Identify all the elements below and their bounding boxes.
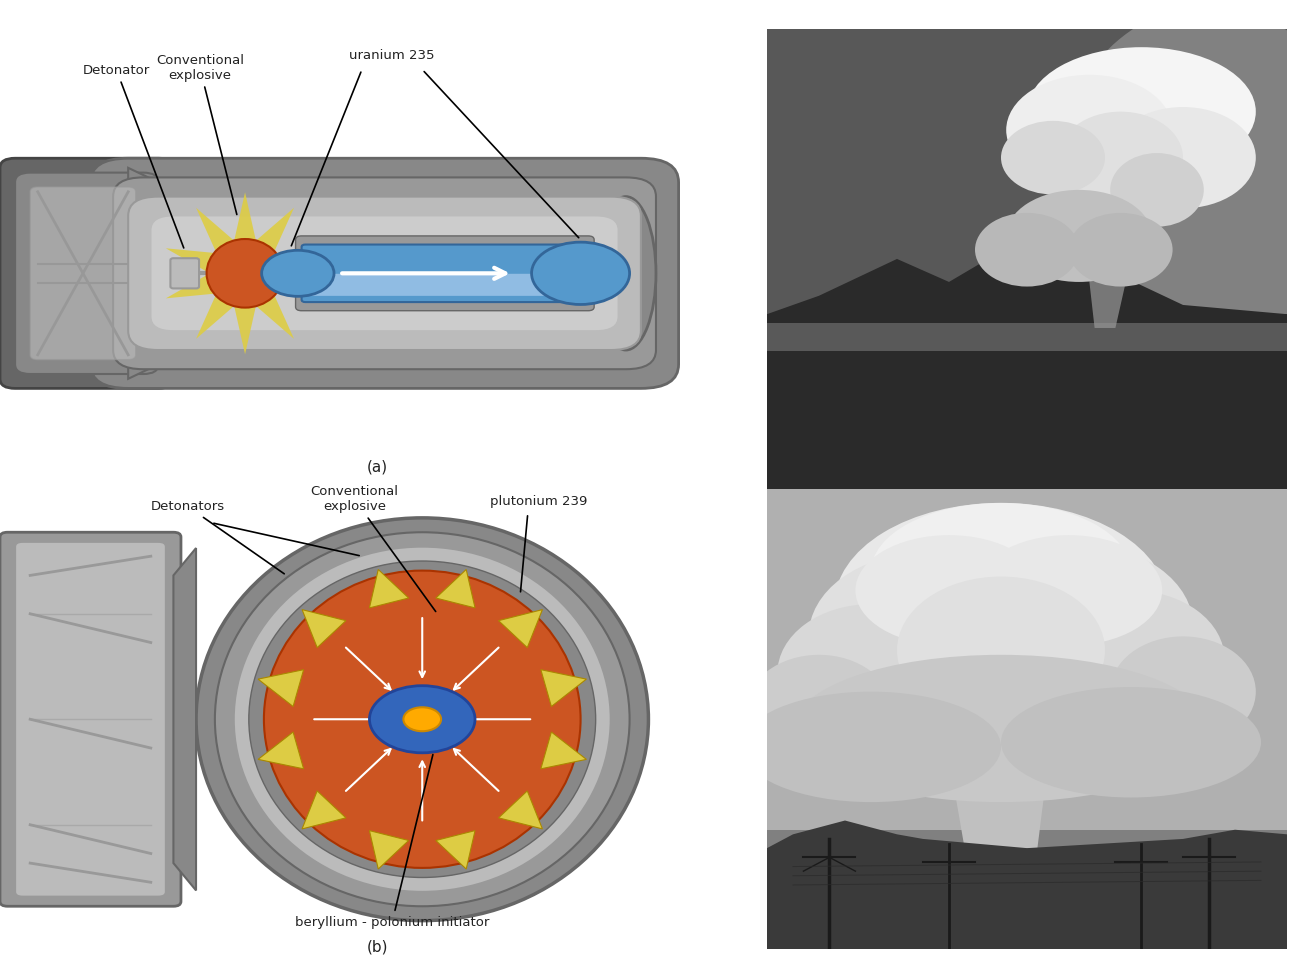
Ellipse shape (1027, 47, 1256, 176)
Ellipse shape (1006, 75, 1173, 185)
Ellipse shape (835, 503, 1167, 706)
Polygon shape (1089, 190, 1141, 328)
Ellipse shape (1110, 637, 1256, 747)
Ellipse shape (1058, 111, 1183, 203)
FancyBboxPatch shape (0, 532, 181, 906)
FancyBboxPatch shape (295, 236, 594, 311)
FancyBboxPatch shape (151, 216, 619, 331)
Ellipse shape (234, 547, 611, 892)
Circle shape (403, 708, 441, 731)
Bar (767, 29, 1287, 328)
Ellipse shape (871, 503, 1131, 641)
FancyBboxPatch shape (16, 542, 166, 897)
Ellipse shape (1001, 121, 1105, 195)
Ellipse shape (746, 655, 892, 765)
Ellipse shape (793, 655, 1209, 802)
Ellipse shape (1037, 591, 1225, 729)
Ellipse shape (1053, 6, 1300, 374)
Polygon shape (166, 273, 217, 298)
Polygon shape (259, 732, 304, 769)
Ellipse shape (897, 576, 1105, 724)
Polygon shape (369, 570, 408, 608)
Text: Conventional
explosive: Conventional explosive (311, 485, 436, 612)
Ellipse shape (777, 604, 965, 742)
Polygon shape (196, 293, 234, 339)
Polygon shape (954, 719, 1048, 848)
Text: beryllium - polonium initiator: beryllium - polonium initiator (295, 755, 489, 929)
Ellipse shape (1110, 107, 1256, 208)
Polygon shape (273, 273, 324, 298)
Circle shape (532, 243, 629, 305)
Ellipse shape (214, 532, 629, 906)
Ellipse shape (975, 213, 1079, 287)
Bar (767, 315, 1287, 489)
Polygon shape (436, 830, 474, 869)
Ellipse shape (595, 197, 656, 350)
Ellipse shape (809, 553, 1037, 719)
Polygon shape (499, 610, 542, 647)
Text: (b): (b) (367, 939, 387, 954)
Text: Detonators: Detonators (151, 500, 285, 573)
Polygon shape (273, 248, 324, 273)
FancyBboxPatch shape (113, 177, 657, 369)
FancyBboxPatch shape (308, 274, 582, 295)
Ellipse shape (1110, 153, 1204, 226)
Ellipse shape (965, 545, 1193, 710)
Text: uranium 235: uranium 235 (350, 49, 434, 62)
FancyBboxPatch shape (129, 197, 641, 350)
Polygon shape (129, 168, 159, 379)
Text: (a): (a) (367, 459, 387, 475)
Text: Detonator: Detonator (83, 63, 183, 248)
FancyBboxPatch shape (30, 187, 135, 360)
Polygon shape (302, 791, 346, 829)
Polygon shape (234, 193, 256, 241)
Polygon shape (256, 208, 294, 253)
Polygon shape (173, 549, 196, 890)
FancyBboxPatch shape (170, 258, 199, 289)
Polygon shape (369, 830, 408, 869)
Polygon shape (259, 669, 304, 707)
Polygon shape (166, 248, 217, 273)
Ellipse shape (1006, 190, 1152, 282)
Bar (767, 848, 1287, 949)
Polygon shape (767, 236, 1287, 489)
FancyBboxPatch shape (0, 158, 173, 388)
Ellipse shape (248, 561, 595, 877)
Bar (767, 830, 1287, 867)
Ellipse shape (196, 518, 649, 921)
Ellipse shape (264, 571, 581, 868)
Polygon shape (234, 306, 256, 354)
Ellipse shape (855, 535, 1043, 645)
Polygon shape (499, 791, 542, 829)
Text: Conventional
explosive: Conventional explosive (156, 54, 244, 215)
Text: plutonium 239: plutonium 239 (490, 495, 588, 508)
Polygon shape (436, 570, 474, 608)
Bar (767, 323, 1287, 351)
Polygon shape (541, 669, 586, 707)
Circle shape (369, 686, 474, 753)
FancyBboxPatch shape (16, 173, 159, 374)
Polygon shape (767, 821, 1287, 949)
FancyBboxPatch shape (91, 158, 679, 388)
Polygon shape (196, 208, 234, 253)
Polygon shape (541, 732, 586, 769)
FancyBboxPatch shape (302, 245, 588, 302)
Polygon shape (256, 293, 294, 339)
Ellipse shape (1001, 687, 1261, 798)
Polygon shape (302, 610, 346, 647)
Ellipse shape (1069, 213, 1173, 287)
Circle shape (261, 250, 334, 296)
Ellipse shape (975, 535, 1162, 645)
Ellipse shape (207, 239, 283, 308)
Ellipse shape (741, 691, 1001, 802)
